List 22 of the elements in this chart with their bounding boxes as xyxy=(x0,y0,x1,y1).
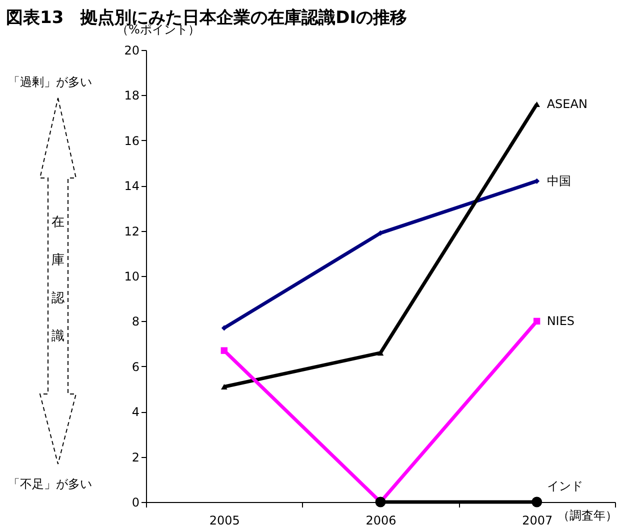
series-label: 中国 xyxy=(546,174,571,188)
y-tick-label: 20 xyxy=(124,44,140,58)
x-tick-label: 2007 xyxy=(522,514,553,528)
x-tick-label: 2006 xyxy=(366,514,396,528)
x-tick-label: 2005 xyxy=(209,514,240,528)
x-axis-title: （調査年） xyxy=(558,508,618,522)
y-tick-label: 16 xyxy=(124,134,140,148)
series-label: NIES xyxy=(546,314,575,328)
y-tick-label: 0 xyxy=(132,496,140,510)
text: 在庫認識 xyxy=(52,215,64,344)
y-tick-label: 8 xyxy=(132,314,140,329)
y-tick-label: 6 xyxy=(132,360,140,374)
text: 「過剰」が多い xyxy=(8,74,92,91)
y-tick-label: 10 xyxy=(124,270,140,284)
series-label: インド xyxy=(546,479,583,493)
y-tick-label: 4 xyxy=(132,405,140,420)
y-tick-label: 2 xyxy=(132,450,140,464)
y-tick-label: 18 xyxy=(124,88,140,103)
series-label: ASEAN xyxy=(546,97,588,112)
text: 「不足」が多い xyxy=(8,476,92,493)
y-tick-label: 12 xyxy=(124,224,140,238)
y-tick-label: 14 xyxy=(124,179,140,194)
